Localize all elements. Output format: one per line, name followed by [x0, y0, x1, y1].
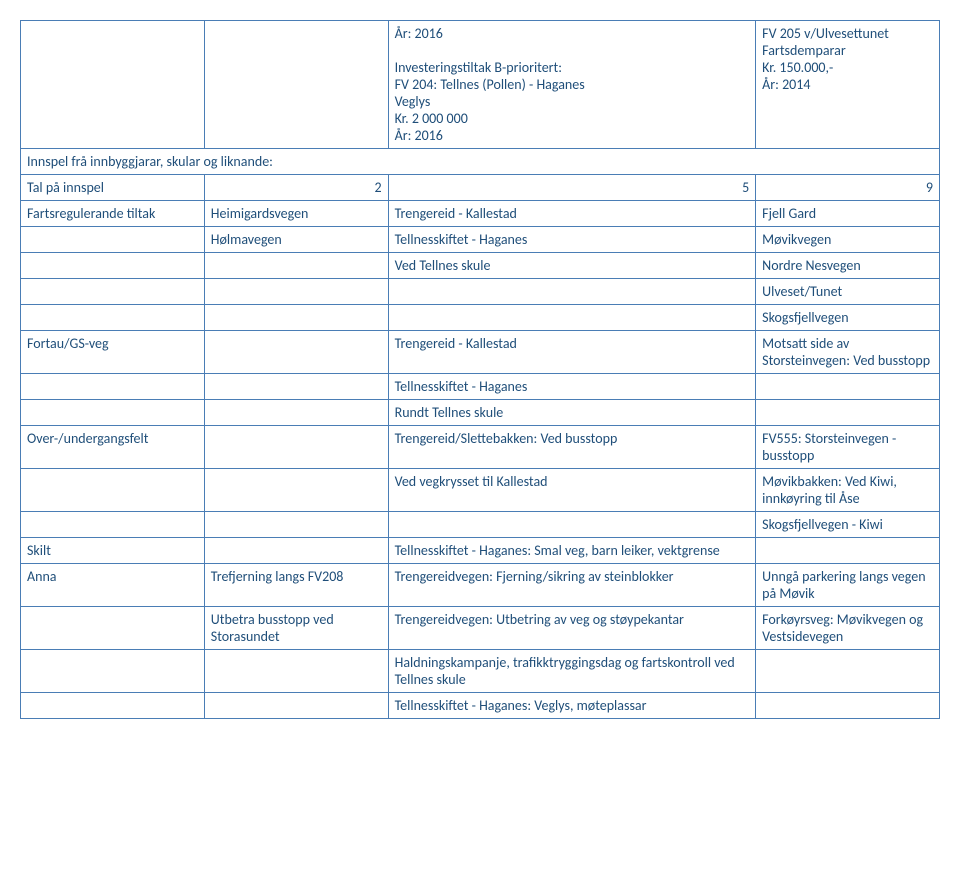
- cell-col5: Motsatt side av Storsteinvegen: Ved buss…: [756, 331, 940, 374]
- cell-col3: Tellnesskiftet - Haganes: [388, 227, 756, 253]
- cell-category: [21, 650, 205, 693]
- tal-n1: 2: [204, 175, 388, 201]
- cell-col2: [204, 305, 388, 331]
- cell-col3: Tellnesskiftet - Haganes: Smal veg, barn…: [388, 538, 756, 564]
- cell-col2: [204, 253, 388, 279]
- cell-col5: Møvikvegen: [756, 227, 940, 253]
- cell-col3: Tellnesskiftet - Haganes: [388, 374, 756, 400]
- cell-category: [21, 253, 205, 279]
- document-table: År: 2016 Investeringstiltak B-prioritert…: [20, 20, 940, 719]
- table-row: Ulveset/Tunet: [21, 279, 940, 305]
- cell-category: [21, 693, 205, 719]
- cell-col2: [204, 400, 388, 426]
- cell-col3: Trengereid - Kallestad: [388, 331, 756, 374]
- cell-category: [21, 512, 205, 538]
- cell-col5: FV555: Storsteinvegen - busstopp: [756, 426, 940, 469]
- cell-col5: [756, 400, 940, 426]
- cell-col5: Fjell Gard: [756, 201, 940, 227]
- cell-col3: Trengereid/Slettebakken: Ved busstopp: [388, 426, 756, 469]
- cell-col5: Nordre Nesvegen: [756, 253, 940, 279]
- cell-col2: [204, 279, 388, 305]
- top-block-row: År: 2016 Investeringstiltak B-prioritert…: [21, 21, 940, 149]
- cell-col2: [204, 650, 388, 693]
- cell-col3: Haldningskampanje, trafikktryggingsdag o…: [388, 650, 756, 693]
- cell-col2: Hølmavegen: [204, 227, 388, 253]
- cell-col2: Trefjerning langs FV208: [204, 564, 388, 607]
- table-row: Tellnesskiftet - Haganes: [21, 374, 940, 400]
- cell-col5: Skogsfjellvegen: [756, 305, 940, 331]
- table-row: Utbetra busstopp ved StorasundetTrengere…: [21, 607, 940, 650]
- cell-col2: [204, 693, 388, 719]
- cell-col2: [204, 331, 388, 374]
- cell-col5: Unngå parkering langs vegen på Møvik: [756, 564, 940, 607]
- cell-col3: [388, 512, 756, 538]
- cell-col5: [756, 374, 940, 400]
- table-row: Haldningskampanje, trafikktryggingsdag o…: [21, 650, 940, 693]
- cell-col5: [756, 650, 940, 693]
- cell-col3: Ved vegkrysset til Kallestad: [388, 469, 756, 512]
- cell-category: Fortau/GS-veg: [21, 331, 205, 374]
- table-row: Skogsfjellvegen - Kiwi: [21, 512, 940, 538]
- table-row: Ved Tellnes skuleNordre Nesvegen: [21, 253, 940, 279]
- tal-label: Tal på innspel: [21, 175, 205, 201]
- cell-col3: Rundt Tellnes skule: [388, 400, 756, 426]
- cell-category: Skilt: [21, 538, 205, 564]
- empty-cell: [21, 21, 205, 149]
- table-row: Skogsfjellvegen: [21, 305, 940, 331]
- cell-col3: Ved Tellnes skule: [388, 253, 756, 279]
- cell-category: [21, 227, 205, 253]
- cell-category: Over-/undergangsfelt: [21, 426, 205, 469]
- cell-col3: [388, 305, 756, 331]
- cell-col2: [204, 512, 388, 538]
- cell-col3: Trengereidvegen: Fjerning/sikring av ste…: [388, 564, 756, 607]
- cell-col5: Møvikbakken: Ved Kiwi, innkøyring til Ås…: [756, 469, 940, 512]
- cell-category: [21, 374, 205, 400]
- table-row: Tellnesskiftet - Haganes: Veglys, møtepl…: [21, 693, 940, 719]
- tal-row: Tal på innspel 2 5 9: [21, 175, 940, 201]
- cell-col2: Utbetra busstopp ved Storasundet: [204, 607, 388, 650]
- table-row: HølmavegenTellnesskiftet - HaganesMøvikv…: [21, 227, 940, 253]
- cell-category: [21, 279, 205, 305]
- cell-col3: Tellnesskiftet - Haganes: Veglys, møtepl…: [388, 693, 756, 719]
- cell-col3: Trengereidvegen: Utbetring av veg og stø…: [388, 607, 756, 650]
- cell-col2: [204, 374, 388, 400]
- cell-col5: Forkøyrsveg: Møvikvegen og Vestsidevegen: [756, 607, 940, 650]
- table-row: Rundt Tellnes skule: [21, 400, 940, 426]
- top-right-cell: FV 205 v/Ulvesettunet Fartsdemparar Kr. …: [756, 21, 940, 149]
- empty-cell: [204, 21, 388, 149]
- cell-category: [21, 305, 205, 331]
- table-row: Fortau/GS-veg Trengereid - KallestadMotsa…: [21, 331, 940, 374]
- top-left-cell: År: 2016 Investeringstiltak B-prioritert…: [388, 21, 756, 149]
- cell-col5: Ulveset/Tunet: [756, 279, 940, 305]
- section-heading: Innspel frå innbyggjarar, skular og likn…: [21, 149, 940, 175]
- cell-col2: [204, 426, 388, 469]
- cell-col2: [204, 469, 388, 512]
- section-heading-row: Innspel frå innbyggjarar, skular og likn…: [21, 149, 940, 175]
- table-row: Over-/undergangsfelt Trengereid/Slettebak…: [21, 426, 940, 469]
- cell-category: [21, 607, 205, 650]
- table-row: AnnaTrefjerning langs FV208Trengereidveg…: [21, 564, 940, 607]
- table-row: Fartsregulerande tiltakHeimigardsvegenTr…: [21, 201, 940, 227]
- cell-category: Anna: [21, 564, 205, 607]
- cell-category: Fartsregulerande tiltak: [21, 201, 205, 227]
- cell-col5: Skogsfjellvegen - Kiwi: [756, 512, 940, 538]
- cell-col5: [756, 538, 940, 564]
- cell-col3: Trengereid - Kallestad: [388, 201, 756, 227]
- table-row: Ved vegkrysset til KallestadMøvikbakken:…: [21, 469, 940, 512]
- table-row: Skilt Tellnesskiftet - Haganes: Smal veg,…: [21, 538, 940, 564]
- cell-col2: Heimigardsvegen: [204, 201, 388, 227]
- tal-n2: 5: [388, 175, 756, 201]
- tal-n3: 9: [756, 175, 940, 201]
- cell-col2: [204, 538, 388, 564]
- cell-category: [21, 400, 205, 426]
- cell-col5: [756, 693, 940, 719]
- cell-col3: [388, 279, 756, 305]
- cell-category: [21, 469, 205, 512]
